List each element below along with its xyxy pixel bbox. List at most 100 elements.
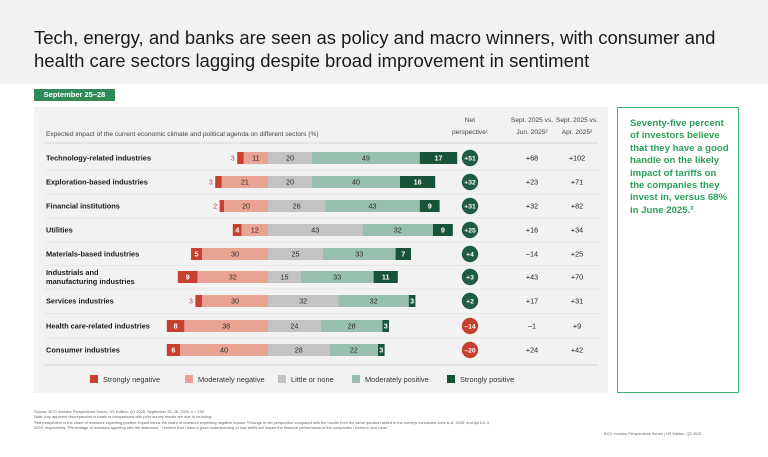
vs-apr-value: +31 — [571, 297, 583, 306]
net-perspective-circle — [461, 149, 479, 167]
vs-jun-value: +23 — [526, 178, 538, 187]
net-perspective-circle — [461, 173, 479, 191]
vs-jun-value: +32 — [526, 202, 538, 211]
tariff-callout: Seventy-five percent of investors believ… — [617, 107, 739, 393]
callout-text: Seventy-five percent of investors believ… — [630, 118, 729, 216]
category-label: Exploration-based industries — [46, 178, 148, 187]
category-label: Utilities — [46, 226, 73, 235]
bar-segment — [197, 271, 268, 283]
vs-jun-value: +43 — [526, 273, 538, 282]
category-label: Technology-related industries — [46, 154, 151, 163]
footer-notes: Source: BCG Investor Perspectives Series… — [34, 409, 614, 430]
net-perspective-value: +32 — [464, 180, 476, 187]
header-vs-jun: Sept. 2025 vs. Jun. 2025² — [511, 117, 553, 136]
stacked-bar-chart: Expected impact of the current economic … — [44, 117, 598, 384]
bar-value-label: 20 — [242, 202, 250, 211]
legend-label: Moderately negative — [198, 375, 265, 384]
bar-value-label: 11 — [382, 273, 390, 282]
footer-note: Note: Any apparent discrepancies in tota… — [34, 414, 213, 420]
net-perspective-circle — [461, 341, 479, 359]
bar-segment — [180, 344, 268, 356]
bar-segment — [215, 176, 222, 188]
bar-segment — [166, 320, 185, 332]
net-perspective-value: –20 — [464, 348, 476, 355]
net-perspective-value: +3 — [466, 275, 474, 282]
category-label: Industrials and manufacturing industries — [46, 268, 135, 286]
vs-apr-value: +25 — [571, 250, 583, 259]
bar-segment — [312, 152, 420, 164]
bar-value-label: 33 — [333, 273, 341, 282]
bar-value-label: 49 — [362, 154, 370, 163]
bar-value-label: 32 — [299, 297, 307, 306]
header-vs-apr: Sept. 2025 vs. Apr. 2025² — [556, 117, 598, 136]
bar-segment — [195, 295, 202, 307]
bar-value-label: 43 — [311, 226, 319, 235]
bar-value-label: 26 — [293, 202, 301, 211]
bar-value-label: 15 — [281, 273, 289, 282]
bar-value-label: 28 — [295, 346, 303, 355]
footer-footnote-1: ¹Net perspective is the share of investo… — [34, 419, 491, 425]
bar-value-label: 43 — [369, 202, 377, 211]
bar-segment — [408, 295, 416, 307]
vs-jun-value: +24 — [526, 346, 538, 355]
bar-value-label: 24 — [290, 322, 298, 331]
bar-segment — [329, 344, 378, 356]
bar-segment — [268, 271, 301, 283]
bar-segment — [268, 320, 321, 332]
bar-value-label: 38 — [222, 322, 230, 331]
bar-value-label: 6 — [171, 346, 175, 355]
vs-apr-value: +71 — [571, 178, 583, 187]
bar-value-label: 40 — [220, 346, 228, 355]
bar-value-label: 20 — [286, 154, 294, 163]
net-perspective-circle — [461, 197, 479, 215]
bar-value-label: 7 — [401, 250, 405, 259]
bar-value-label: 32 — [229, 273, 237, 282]
vs-jun-value: +17 — [526, 297, 538, 306]
vs-apr-value: +82 — [571, 202, 583, 211]
bar-segment — [338, 295, 409, 307]
bar-value-label: 3 — [379, 346, 383, 355]
legend-label: Moderately positive — [365, 375, 429, 384]
footer-edition: BCG Investor Perspectives Series | US Ed… — [604, 431, 703, 436]
vs-jun-value: +16 — [526, 226, 538, 235]
bar-value-label: 9 — [186, 273, 190, 282]
bar-value-label: 3 — [209, 178, 213, 187]
vs-apr-value: +34 — [571, 226, 583, 235]
category-label: Consumer industries — [46, 346, 120, 355]
bar-value-label: 28 — [348, 322, 356, 331]
category-label: Services industries — [46, 297, 114, 306]
vs-apr-value: +9 — [573, 322, 581, 331]
bar-value-label: 11 — [252, 154, 259, 163]
bar-segment — [268, 176, 312, 188]
bar-segment — [268, 295, 339, 307]
bar-segment — [202, 295, 268, 307]
net-perspective-value: +25 — [464, 228, 476, 235]
vs-apr-value: +102 — [569, 154, 585, 163]
bar-value-label: 16 — [414, 178, 422, 187]
bar-value-label: 3 — [384, 322, 388, 331]
bar-value-label: 25 — [292, 250, 300, 259]
footer-source: Source: BCG Investor Perspectives Series… — [34, 409, 206, 414]
bar-value-label: 30 — [231, 250, 239, 259]
legend-swatch — [90, 375, 98, 383]
bar-segment — [373, 271, 398, 283]
bar-segment — [191, 248, 202, 260]
legend-swatch — [278, 375, 286, 383]
category-label: Financial institutions — [46, 202, 120, 211]
bar-segment — [221, 176, 268, 188]
bar-segment — [268, 224, 363, 236]
bar-value-label: 20 — [286, 178, 294, 187]
bar-segment — [325, 200, 420, 212]
bar-segment — [232, 224, 242, 236]
bar-value-label: 3 — [231, 154, 235, 163]
legend-swatch — [352, 375, 360, 383]
bar-segment — [400, 176, 436, 188]
bar-segment — [166, 344, 180, 356]
bar-value-label: 3 — [189, 297, 193, 306]
net-perspective-value: +2 — [466, 299, 474, 306]
bar-segment — [241, 224, 268, 236]
legend-label: Little or none — [291, 375, 334, 384]
legend-label: Strongly positive — [460, 375, 514, 384]
bar-segment — [224, 200, 268, 212]
net-perspective-circle — [461, 268, 479, 286]
